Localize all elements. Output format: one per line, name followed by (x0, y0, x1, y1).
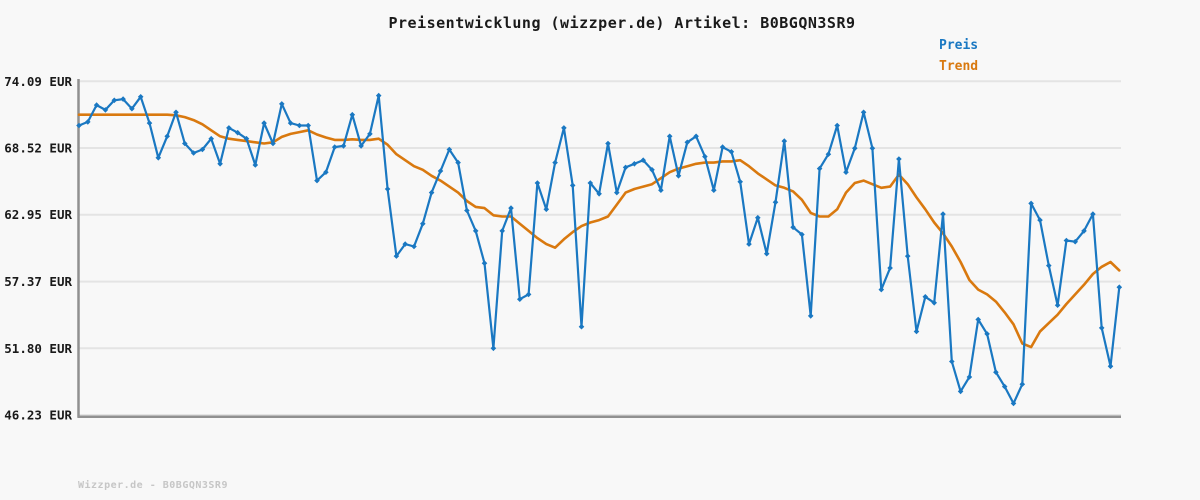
watermark: Wizzper.de - B0BGQN3SR9 (78, 480, 228, 491)
y-tick-label: 51.80 EUR (4, 341, 72, 356)
y-tick-label: 46.23 EUR (4, 408, 72, 423)
legend-item-trend: Trend (939, 59, 979, 74)
y-tick-label: 62.95 EUR (4, 207, 72, 222)
price-line (77, 94, 1121, 405)
legend-item-preis: Preis (939, 38, 979, 53)
legend: Preis Trend (939, 39, 978, 74)
trend-line (77, 113, 1121, 349)
chart-title: Preisentwicklung (wizzper.de) Artikel: B… (388, 14, 856, 32)
y-tick-label: 74.09 EUR (4, 74, 72, 89)
y-tick-label: 57.37 EUR (4, 274, 72, 289)
y-tick-label: 68.52 EUR (4, 141, 72, 156)
